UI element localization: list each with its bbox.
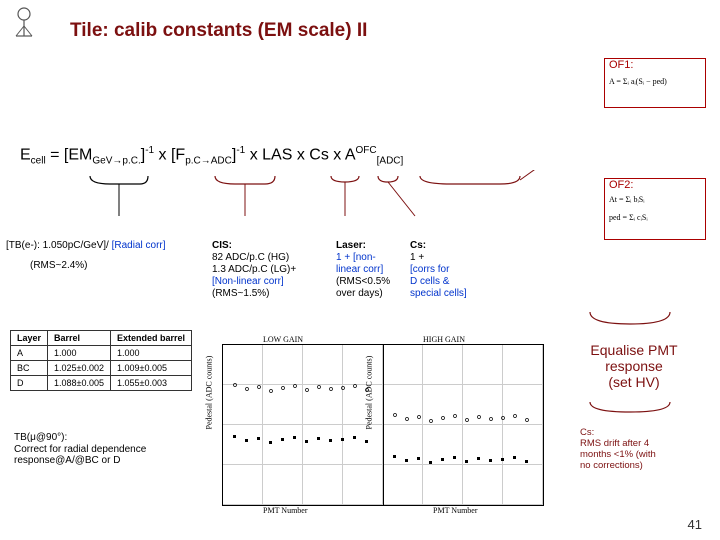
of2-box: OF2: At = Σᵢ bᵢSᵢped = Σᵢ cᵢSᵢ [604,178,706,240]
table-row: A1.0001.000 [11,346,192,361]
cs-brace-bottom [580,398,680,424]
tb-mu-note: TB(μ@90°): Correct for radial dependence… [14,432,146,467]
cs-note: Cs: RMS drift after 4 months <1% (with n… [580,428,700,472]
braces-top [0,170,600,240]
of1-label: OF1: [609,59,633,71]
pedestal-plot: Pedestal (ADC counts) Pedestal (ADC coun… [222,344,544,506]
radial-corr-table: LayerBarrelExtended barrel A1.0001.000 B… [10,330,192,391]
logo-icon [10,6,38,38]
table-row: D1.088±0.0051.055±0.003 [11,376,192,391]
main-equation: Ecell = [EMGeV→p.C.]-1 x [Fp.C→ADC]-1 x … [20,145,403,167]
rms-em: (RMS~2.4%) [30,260,88,271]
table-row: BC1.025±0.0021.009±0.005 [11,361,192,376]
equalise-text: Equalise PMT response (set HV) [574,342,694,390]
of1-equation: A = Σᵢ aᵢ(Sᵢ − ped) [609,77,667,86]
tb-line: [TB(e-): 1.050pC/GeV]/ [Radial corr] [6,240,166,251]
page-number: 41 [688,517,702,532]
of1-box: OF1: A = Σᵢ aᵢ(Sᵢ − ped) [604,58,706,108]
laser-block: Laser: 1 + [non-linear corr] (RMS<0.5% o… [336,240,390,300]
cs-block: Cs: 1 + [corrs forD cells &special cells… [410,240,467,300]
equalise-brace [580,308,680,338]
of2-equation: At = Σᵢ bᵢSᵢped = Σᵢ cᵢSᵢ [609,195,648,222]
of2-label: OF2: [609,179,633,191]
page-title: Tile: calib constants (EM scale) II [70,20,367,42]
cis-block: CIS: 82 ADC/p.C (HG) 1.3 ADC/p.C (LG)+ [… [212,240,296,300]
